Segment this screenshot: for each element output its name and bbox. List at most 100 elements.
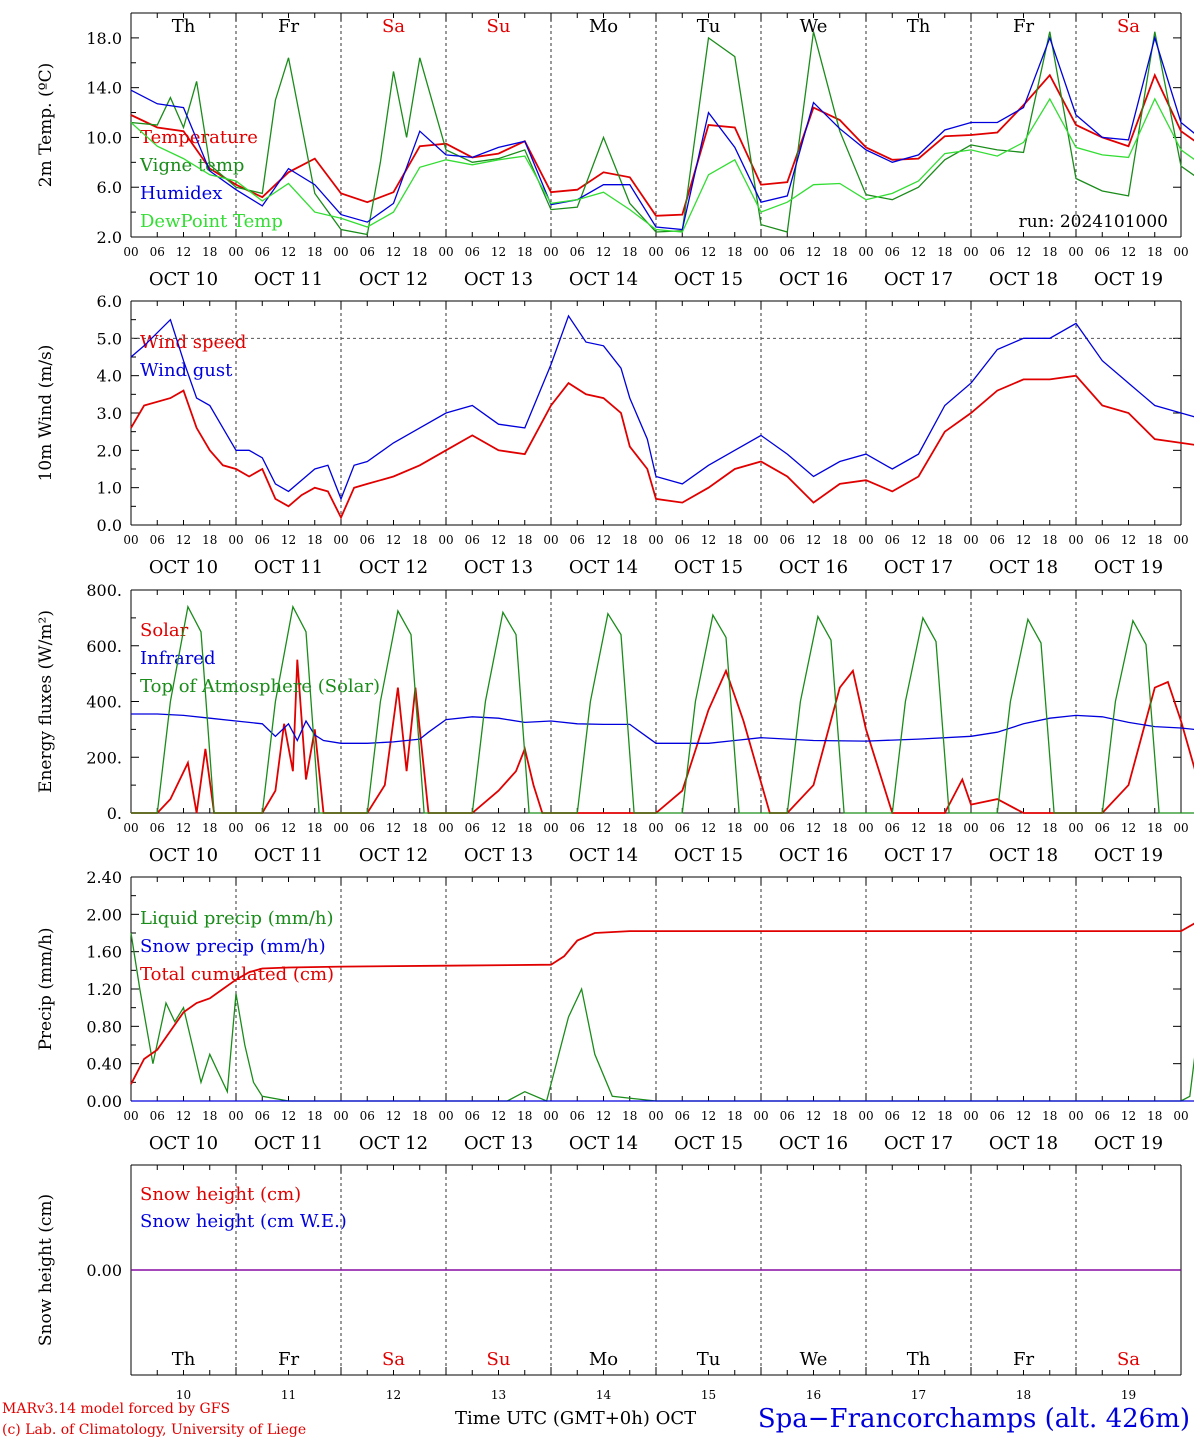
panel-2-x-hour-label: 12 [596,533,611,547]
panel-2-x-hour-label: 18 [202,533,217,547]
bottom-day-number: 15 [701,1388,716,1402]
panel-4-legend-3: Total cumulated (cm) [140,964,334,985]
panel-4-x-hour-label: 18 [1042,1109,1057,1123]
panel-4-y-tick-label: 0.00 [86,1092,122,1111]
bottom-weekday-label: Sa [382,1349,405,1370]
panel-2-x-hour-label: 12 [281,533,296,547]
panel-4-legend-2: Snow precip (mm/h) [140,936,326,957]
panel-4-y-tick-label: 2.00 [86,905,122,924]
panel-4-x-hour-label: 12 [491,1109,506,1123]
panel-1-x-hour-label: 00 [858,245,873,259]
panel-1-x-hour-label: 06 [1095,245,1110,259]
panel-2-x-hour-label: 06 [675,533,690,547]
bottom-weekday-label: Fr [278,1349,299,1370]
panel-4-x-hour-label: 18 [412,1109,427,1123]
panel-1-date-label: OCT 13 [464,269,533,290]
panel-4-date-label: OCT 13 [464,1133,533,1154]
panel-1-date-label: OCT 18 [989,269,1058,290]
panel-1-date-label: OCT 11 [254,269,323,290]
panel-1-x-hour-label: 06 [780,245,795,259]
panel-1-x-hour-label: 06 [675,245,690,259]
panel-4-x-hour-label: 18 [832,1109,847,1123]
panel-1-x-hour-label: 18 [727,245,742,259]
panel-1-x-hour-label: 18 [412,245,427,259]
panel-3-x-hour-label: 00 [753,821,768,835]
panel-1-x-hour-label: 06 [360,245,375,259]
panel-1-x-hour-label: 18 [1147,245,1162,259]
panel-3-x-hour-label: 18 [517,821,532,835]
panel-4-x-hour-label: 12 [281,1109,296,1123]
station-title: Spa−Francorchamps (alt. 426m) [758,1404,1190,1434]
panel-1-x-hour-label: 12 [386,245,401,259]
panel-3-x-hour-label: 00 [123,821,138,835]
panel-3-series-top-of-atmosphere-solar [131,604,1194,814]
bottom-day-number: 14 [596,1388,612,1402]
panel-1-legend-1: Temperature [140,127,258,148]
top-weekday-label: Su [487,16,511,37]
panel-3-x-hour-label: 06 [570,821,585,835]
panel-3-date-label: OCT 17 [884,845,953,866]
panel-1-date-label: OCT 19 [1094,269,1163,290]
panel-1-x-hour-label: 18 [202,245,217,259]
panel-1-x-hour-label: 12 [1016,245,1031,259]
panel-2-x-hour-label: 12 [1121,533,1136,547]
panel-2-x-hour-label: 18 [412,533,427,547]
bottom-day-number: 11 [281,1388,296,1402]
panel-1-x-hour-label: 18 [517,245,532,259]
panel-2-x-hour-label: 06 [255,533,270,547]
panel-4-date-label: OCT 14 [569,1133,638,1154]
top-weekday-label: Fr [278,16,299,37]
panel-2-x-hour-label: 00 [123,533,138,547]
top-weekday-label: Sa [1117,16,1140,37]
panel-3-x-hour-label: 12 [701,821,716,835]
panel-4-date-label: OCT 15 [674,1133,743,1154]
panel-2-date-label: OCT 10 [149,557,218,578]
panel-2-x-hour-label: 06 [150,533,165,547]
panel-4-x-hour-label: 00 [963,1109,978,1123]
top-weekday-label: Sa [382,16,405,37]
panel-2-x-hour-label: 00 [228,533,243,547]
panel-2-x-hour-label: 06 [465,533,480,547]
panel-4-series-total-cumulated-cm [130,922,1194,1085]
panel-4-series-liquid-precip-mm-h [130,932,1194,1102]
panel-3-x-hour-label: 00 [963,821,978,835]
panel-5-legend-2: Snow height (cm W.E.) [140,1211,347,1232]
panel-4-date-label: OCT 17 [884,1133,953,1154]
panel-4-x-hour-label: 06 [1095,1109,1110,1123]
panel-3-x-hour-label: 00 [648,821,663,835]
panel-1-x-hour-label: 18 [622,245,637,259]
footer-model-text: MARv3.14 model forced by GFS [2,1401,230,1417]
panel-4-x-hour-label: 00 [228,1109,243,1123]
panel-4-x-hour-label: 12 [596,1109,611,1123]
panel-3-x-hour-label: 06 [780,821,795,835]
panel-2-x-hour-label: 18 [307,533,322,547]
panel-1-x-hour-label: 06 [885,245,900,259]
panel-4-x-hour-label: 06 [570,1109,585,1123]
panel-1-legend-2: Vigne temp [139,155,244,176]
panel-1-x-hour-label: 00 [543,245,558,259]
panel-1-y-axis-label: 2m Temp. (ºC) [36,63,56,188]
panel-1-x-hour-label: 12 [701,245,716,259]
panel-2-y-tick-label: 3.0 [97,404,122,423]
top-weekday-label: Th [172,16,196,37]
panel-2-x-hour-label: 00 [1173,533,1188,547]
panel-4-x-hour-label: 18 [727,1109,742,1123]
panel-3-x-hour-label: 12 [596,821,611,835]
panel-2-x-hour-label: 00 [963,533,978,547]
panel-3-x-hour-label: 12 [1016,821,1031,835]
panel-1-y-tick-label: 10.0 [86,128,122,147]
panel-3-date-label: OCT 14 [569,845,638,866]
panel-3-x-hour-label: 00 [858,821,873,835]
panel-1-x-hour-label: 00 [963,245,978,259]
panel-4-date-label: OCT 16 [779,1133,848,1154]
panel-4-date-label: OCT 10 [149,1133,218,1154]
panel-1-x-hour-label: 00 [228,245,243,259]
panel-2-legend-2: Wind gust [140,360,233,381]
panel-2-x-hour-label: 18 [1042,533,1057,547]
panel-3-x-hour-label: 00 [1068,821,1083,835]
panel-1-x-hour-label: 06 [570,245,585,259]
panel-5-y-axis-label: Snow height (cm) [36,1194,56,1346]
panel-3-date-label: OCT 13 [464,845,533,866]
panel-3-date-label: OCT 11 [254,845,323,866]
